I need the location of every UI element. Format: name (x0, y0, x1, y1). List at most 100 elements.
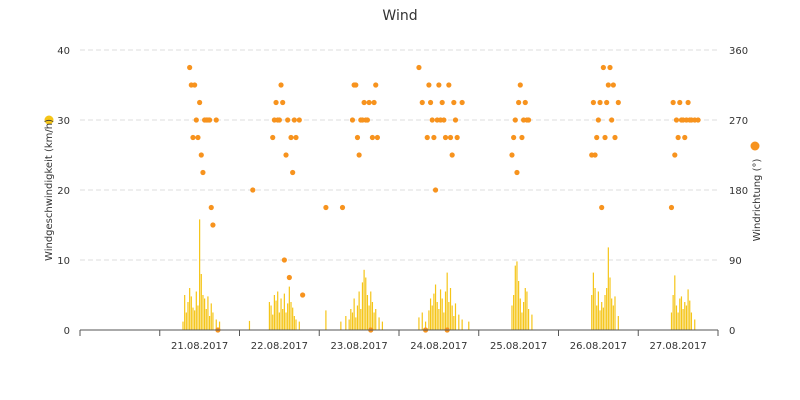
direction-point (213, 117, 219, 123)
direction-point (514, 169, 520, 176)
direction-point (610, 82, 616, 88)
speed-bar (670, 312, 673, 330)
direction-point (511, 134, 517, 141)
speed-bar (612, 305, 614, 330)
speed-bar (189, 288, 191, 330)
speed-bar (378, 317, 380, 330)
direction-point (602, 134, 608, 141)
direction-point (668, 204, 675, 211)
direction-point (197, 99, 203, 106)
speed-bar (519, 298, 521, 330)
speed-bar (325, 310, 327, 330)
speed-bar (436, 302, 438, 330)
direction-point (190, 134, 196, 141)
speed-bar (609, 277, 611, 330)
direction-point (452, 117, 459, 123)
direction-point (419, 99, 425, 106)
y-right-tick-label: 0 (729, 326, 735, 337)
direction-point (374, 134, 380, 141)
direction-point (449, 152, 455, 158)
speed-bar (468, 321, 470, 330)
direction-point (250, 187, 256, 193)
speed-bar (365, 277, 367, 330)
speed-bar (295, 319, 297, 330)
speed-bar (215, 319, 217, 330)
speed-bar (195, 291, 197, 330)
speed-bar (434, 284, 437, 330)
direction-point (519, 134, 525, 141)
direction-point (512, 117, 518, 123)
speed-bar (591, 295, 593, 330)
speed-bar (293, 316, 295, 330)
direction-point (615, 99, 621, 106)
speed-bar (208, 316, 211, 330)
direction-point (429, 117, 435, 123)
direction-point (424, 134, 430, 141)
direction-point (366, 99, 372, 106)
speed-bar (292, 307, 294, 330)
y-right-tick-label: 270 (729, 116, 748, 127)
direction-point (439, 99, 445, 106)
speed-bar (353, 298, 355, 330)
speed-bar (694, 319, 696, 330)
direction-point (354, 134, 361, 141)
speed-bar (288, 286, 290, 330)
speed-bar (675, 305, 678, 330)
direction-point (273, 99, 279, 106)
speed-bar (446, 272, 448, 330)
direction-point (595, 117, 601, 123)
speed-bar (360, 309, 362, 330)
x-tick-label: 25.08.2017 (490, 341, 547, 352)
speed-bar (418, 317, 420, 330)
direction-point (517, 82, 523, 88)
direction-point (695, 117, 701, 123)
speed-bar (204, 298, 206, 330)
speed-bar (210, 303, 212, 330)
speed-bar (366, 295, 369, 330)
direction-point (276, 117, 282, 123)
speed-bar (218, 321, 221, 330)
speed-bar (282, 309, 284, 330)
speed-bar (514, 265, 516, 330)
chart-title: Wind (382, 8, 417, 24)
direction-point (208, 204, 214, 211)
direction-point (353, 82, 359, 88)
speed-bar (523, 302, 525, 330)
direction-point (198, 152, 204, 158)
speed-bar (431, 305, 433, 330)
direction-point (187, 64, 193, 71)
direction-point (283, 152, 289, 158)
y-right-tick-label: 180 (729, 186, 748, 197)
speed-bar (451, 305, 453, 330)
direction-point (431, 134, 437, 141)
speed-bar (350, 309, 352, 330)
direction-point (373, 82, 379, 88)
direction-point (290, 169, 296, 176)
direction-point (509, 152, 515, 158)
x-tick-label: 27.08.2017 (649, 341, 706, 352)
direction-point (192, 82, 198, 88)
speed-bar (601, 302, 603, 330)
direction-point (672, 152, 678, 158)
direction-point (609, 117, 615, 123)
speed-bar (184, 295, 186, 330)
direction-point (280, 99, 286, 106)
y-left-tick-label: 10 (57, 256, 70, 267)
direction-point (590, 99, 596, 106)
speed-bar (182, 321, 184, 330)
direction-point (516, 99, 522, 106)
speed-bar (611, 298, 613, 330)
speed-bar (421, 312, 423, 330)
direction-point (200, 169, 206, 176)
grid-lines (80, 49, 718, 261)
speed-bar (604, 295, 606, 330)
speed-bar (375, 309, 377, 330)
x-tick-labels: 21.08.2017 22.08.2017 23.08.2017 24.08.2017… (171, 341, 707, 352)
speed-bar (358, 291, 360, 330)
speed-bar (185, 312, 187, 330)
direction-point (604, 99, 610, 106)
direction-point (441, 117, 447, 123)
speed-bar (280, 298, 282, 330)
direction-point (291, 117, 297, 123)
direction-point (210, 222, 216, 228)
